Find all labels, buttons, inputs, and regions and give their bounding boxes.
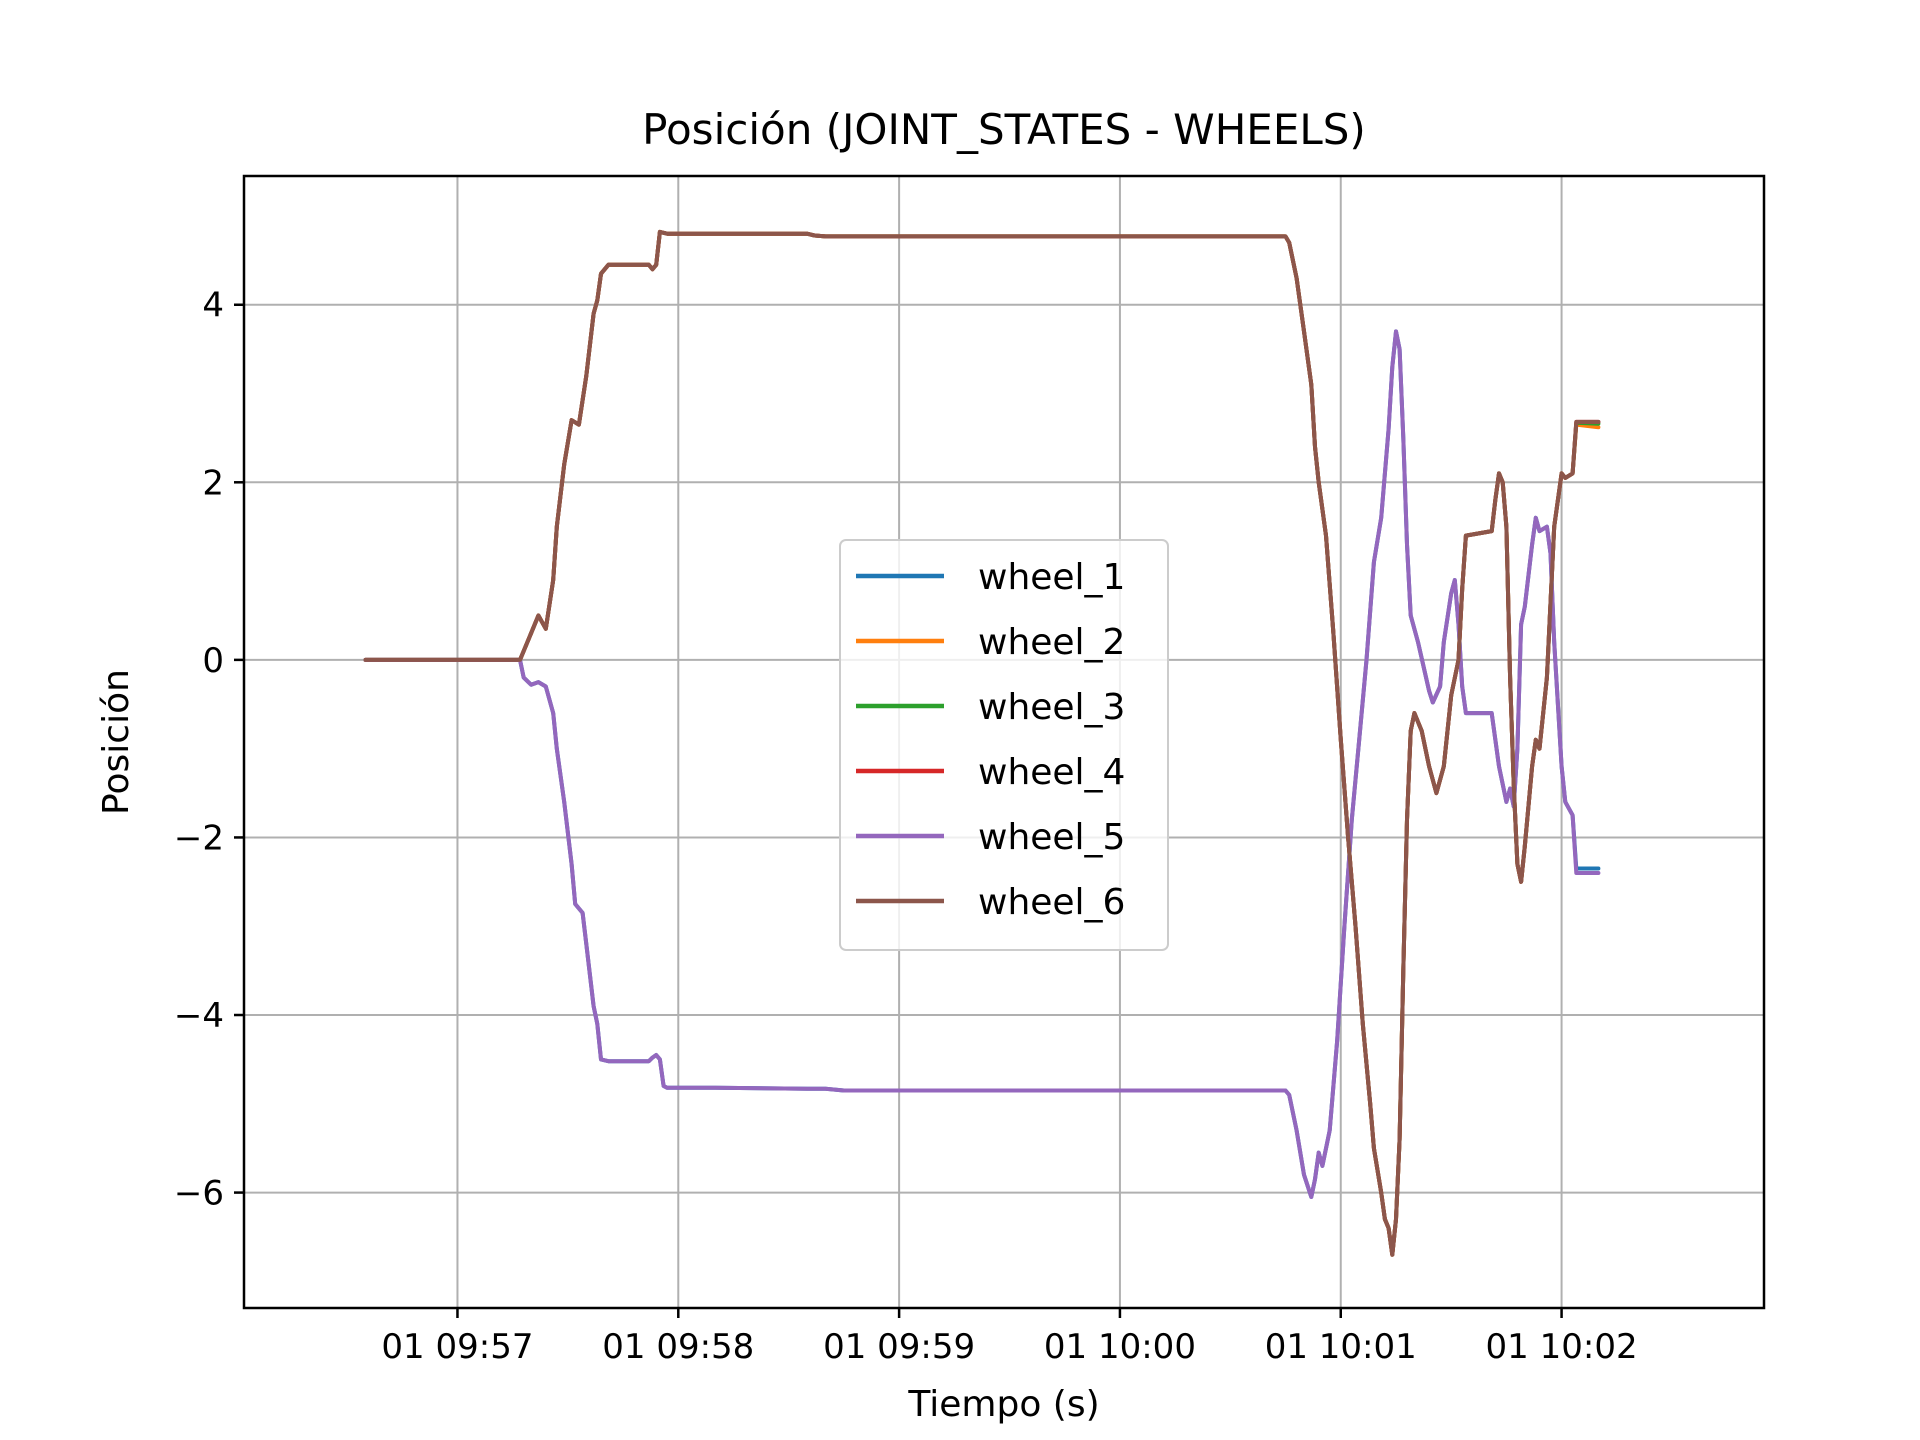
x-tick-label: 01 09:58 [602,1327,754,1367]
y-tick-label: 2 [202,463,224,503]
x-tick-label: 01 09:59 [823,1327,975,1367]
series-line-wheel-6 [363,229,1601,1257]
y-tick-label: 4 [202,286,224,326]
y-axis-ticks: −6 −4 −2 0 2 4 [174,286,244,1214]
x-tick-label: 01 10:00 [1044,1327,1196,1367]
legend-entry: wheel_6 [978,882,1125,923]
plot-frame [242,174,1766,1310]
x-tick-label: 01 10:01 [1265,1327,1417,1367]
x-axis-label: Tiempo (s) [907,1384,1099,1425]
y-tick-label: −4 [174,996,224,1036]
x-tick-label: 01 10:02 [1486,1327,1638,1367]
x-tick-label: 01 09:57 [381,1327,533,1367]
x-axis-ticks: 01 09:57 01 09:58 01 09:59 01 10:00 01 10:01… [381,1308,1638,1367]
chart-title: Posición (JOINT_STATES - WHEELS) [642,105,1366,154]
legend-items: wheel_1 wheel_2 wheel_3 wheel_4 wheel_5wheel… [856,557,1125,923]
legend-entry: wheel_3 [978,687,1125,728]
series-line-wheel-5 [363,329,1601,1199]
y-axis-label: Posición [96,669,137,815]
y-tick-label: −6 [174,1174,224,1214]
legend-entry: wheel_5 [978,817,1125,858]
legend-entry: wheel_1 [978,557,1125,598]
legend: wheel_1 wheel_2 wheel_3 wheel_4 wheel_5wheel… [839,539,1169,951]
series-lines [363,229,1601,1257]
legend-entry: wheel_2 [978,622,1125,663]
y-tick-label: −2 [174,818,224,858]
y-tick-label: 0 [202,641,224,681]
legend-entry: wheel_4 [978,752,1125,793]
